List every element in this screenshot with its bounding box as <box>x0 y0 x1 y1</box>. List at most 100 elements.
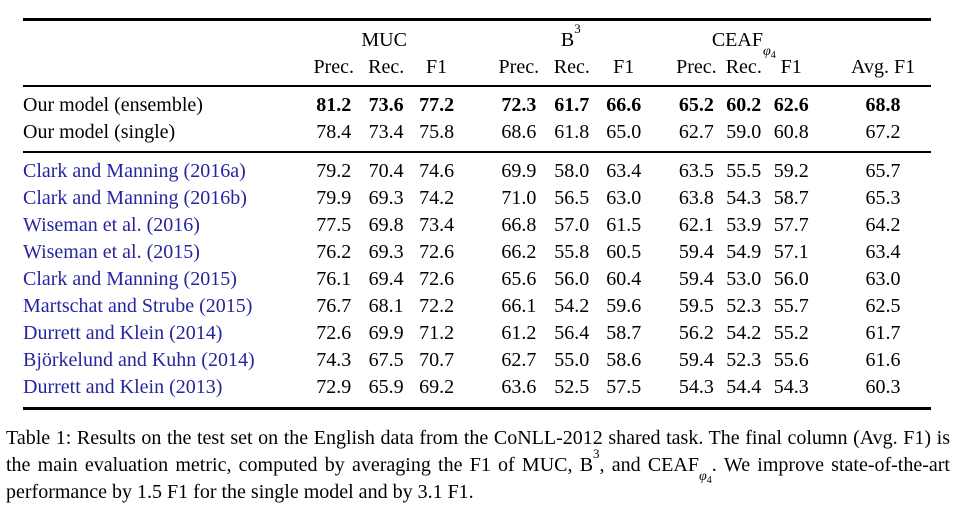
metric-value: 54.9 <box>726 241 762 263</box>
citation-link[interactable]: Clark and Manning (2015) <box>23 268 237 290</box>
metric-value: 69.8 <box>368 214 404 236</box>
metric-value: 54.2 <box>726 322 762 344</box>
citation-link[interactable]: Durrett and Klein (2014) <box>23 322 223 344</box>
avg-f1-value: 62.5 <box>865 295 901 317</box>
avg-f1-value: 61.7 <box>865 322 901 344</box>
column-gap <box>815 185 835 212</box>
column-gap <box>461 20 493 55</box>
table-row: Durrett and Klein (2013) 72.9 65.9 69.2 … <box>23 374 931 409</box>
metric-value: 65.9 <box>368 376 404 398</box>
column-gap <box>648 212 672 239</box>
column-gap <box>648 347 672 374</box>
column-gap <box>815 20 835 55</box>
metric-value: 53.0 <box>726 268 762 290</box>
metric-value: 66.1 <box>501 295 537 317</box>
avg-f1-value: 67.2 <box>865 121 901 143</box>
metric-value: 77.5 <box>316 214 352 236</box>
column-gap <box>461 86 493 119</box>
metric-value: 54.3 <box>678 376 714 398</box>
metric-value: 72.2 <box>419 295 455 317</box>
b3-prec-header: Prec. <box>498 56 540 78</box>
column-gap <box>461 212 493 239</box>
column-gap <box>815 293 835 320</box>
results-table: MUC B3 CEAFφ4 Prec. Rec. F1 Prec. Rec. F… <box>23 18 931 410</box>
column-gap <box>461 239 493 266</box>
metric-value: 58.0 <box>554 160 590 182</box>
metric-value: 56.2 <box>678 322 714 344</box>
ceaf-f1-header: F1 <box>780 56 802 78</box>
citation-link[interactable]: Martschat and Strube (2015) <box>23 295 253 317</box>
metric-value: 52.3 <box>726 349 762 371</box>
metric-value: 79.9 <box>316 187 352 209</box>
column-gap <box>815 212 835 239</box>
citation-link[interactable]: Wiseman et al. (2015) <box>23 241 200 263</box>
table-header: MUC B3 CEAFφ4 Prec. Rec. F1 Prec. Rec. F… <box>23 20 931 86</box>
metric-value: 63.5 <box>678 160 714 182</box>
metric-value: 55.6 <box>773 349 809 371</box>
column-gap <box>648 293 672 320</box>
avg-f1-value: 63.0 <box>865 268 901 290</box>
citation-link[interactable]: Durrett and Klein (2013) <box>23 376 223 398</box>
column-gap <box>461 374 493 409</box>
avg-f1-value: 64.2 <box>865 214 901 236</box>
citation-link[interactable]: Wiseman et al. (2016) <box>23 214 200 236</box>
metric-value: 69.9 <box>501 160 537 182</box>
metric-value: 56.0 <box>773 268 809 290</box>
citation-link[interactable]: Clark and Manning (2016b) <box>23 187 247 209</box>
header-label-spacer <box>23 20 307 55</box>
b3-label: B <box>560 29 575 51</box>
metric-value: 55.2 <box>773 322 809 344</box>
column-gap <box>648 320 672 347</box>
table-row: Our model (single) 78.4 73.4 75.8 68.6 6… <box>23 119 931 152</box>
metric-value: 73.4 <box>419 214 455 236</box>
table-row: Martschat and Strube (2015) 76.7 68.1 72… <box>23 293 931 320</box>
metric-value: 60.8 <box>773 121 809 143</box>
column-gap <box>461 293 493 320</box>
metric-value: 69.9 <box>368 322 404 344</box>
table-row: Björkelund and Kuhn (2014) 74.3 67.5 70.… <box>23 347 931 374</box>
metric-value: 54.3 <box>773 376 809 398</box>
metric-value: 69.2 <box>419 376 455 398</box>
metric-value: 54.2 <box>554 295 590 317</box>
metric-value: 52.3 <box>726 295 762 317</box>
metric-value: 54.4 <box>726 376 762 398</box>
citation-link[interactable]: Clark and Manning (2016a) <box>23 160 246 182</box>
metric-value: 74.2 <box>419 187 455 209</box>
metric-value: 72.6 <box>316 322 352 344</box>
metric-value: 57.0 <box>554 214 590 236</box>
metric-value: 53.9 <box>726 214 762 236</box>
metric-value: 75.8 <box>419 121 455 143</box>
metric-value: 69.4 <box>368 268 404 290</box>
metric-value: 81.2 <box>316 94 352 116</box>
citation-link[interactable]: Björkelund and Kuhn (2014) <box>23 349 255 371</box>
b3-group-header: B3 <box>493 20 648 55</box>
column-gap <box>648 119 672 152</box>
metric-value: 58.7 <box>773 187 809 209</box>
b3-superscript: 3 <box>574 20 581 36</box>
metric-value: 69.3 <box>368 241 404 263</box>
metric-value: 66.2 <box>501 241 537 263</box>
column-gap <box>815 374 835 409</box>
metric-value: 76.7 <box>316 295 352 317</box>
column-gap <box>648 54 672 86</box>
row-label: Our model (ensemble) <box>23 94 203 116</box>
metric-value: 59.4 <box>678 241 714 263</box>
subcolumn-header-row: Prec. Rec. F1 Prec. Rec. F1 Prec. Rec. F… <box>23 54 931 86</box>
metric-value: 67.5 <box>368 349 404 371</box>
metric-value: 54.3 <box>726 187 762 209</box>
metric-value: 56.0 <box>554 268 590 290</box>
metric-value: 73.4 <box>368 121 404 143</box>
metric-value: 78.4 <box>316 121 352 143</box>
metric-value: 62.6 <box>773 94 809 116</box>
avg-f1-value: 65.3 <box>865 187 901 209</box>
column-gap <box>461 347 493 374</box>
metric-value: 66.8 <box>501 214 537 236</box>
metric-value: 68.6 <box>501 121 537 143</box>
muc-f1-header: F1 <box>426 56 448 78</box>
ceaf-subscript: φ4 <box>762 43 776 61</box>
metric-value: 60.4 <box>606 268 642 290</box>
ceaf-label: CEAF <box>711 29 763 51</box>
column-gap <box>815 152 835 185</box>
prior-work-section: Clark and Manning (2016a) 79.2 70.4 74.6… <box>23 152 931 409</box>
